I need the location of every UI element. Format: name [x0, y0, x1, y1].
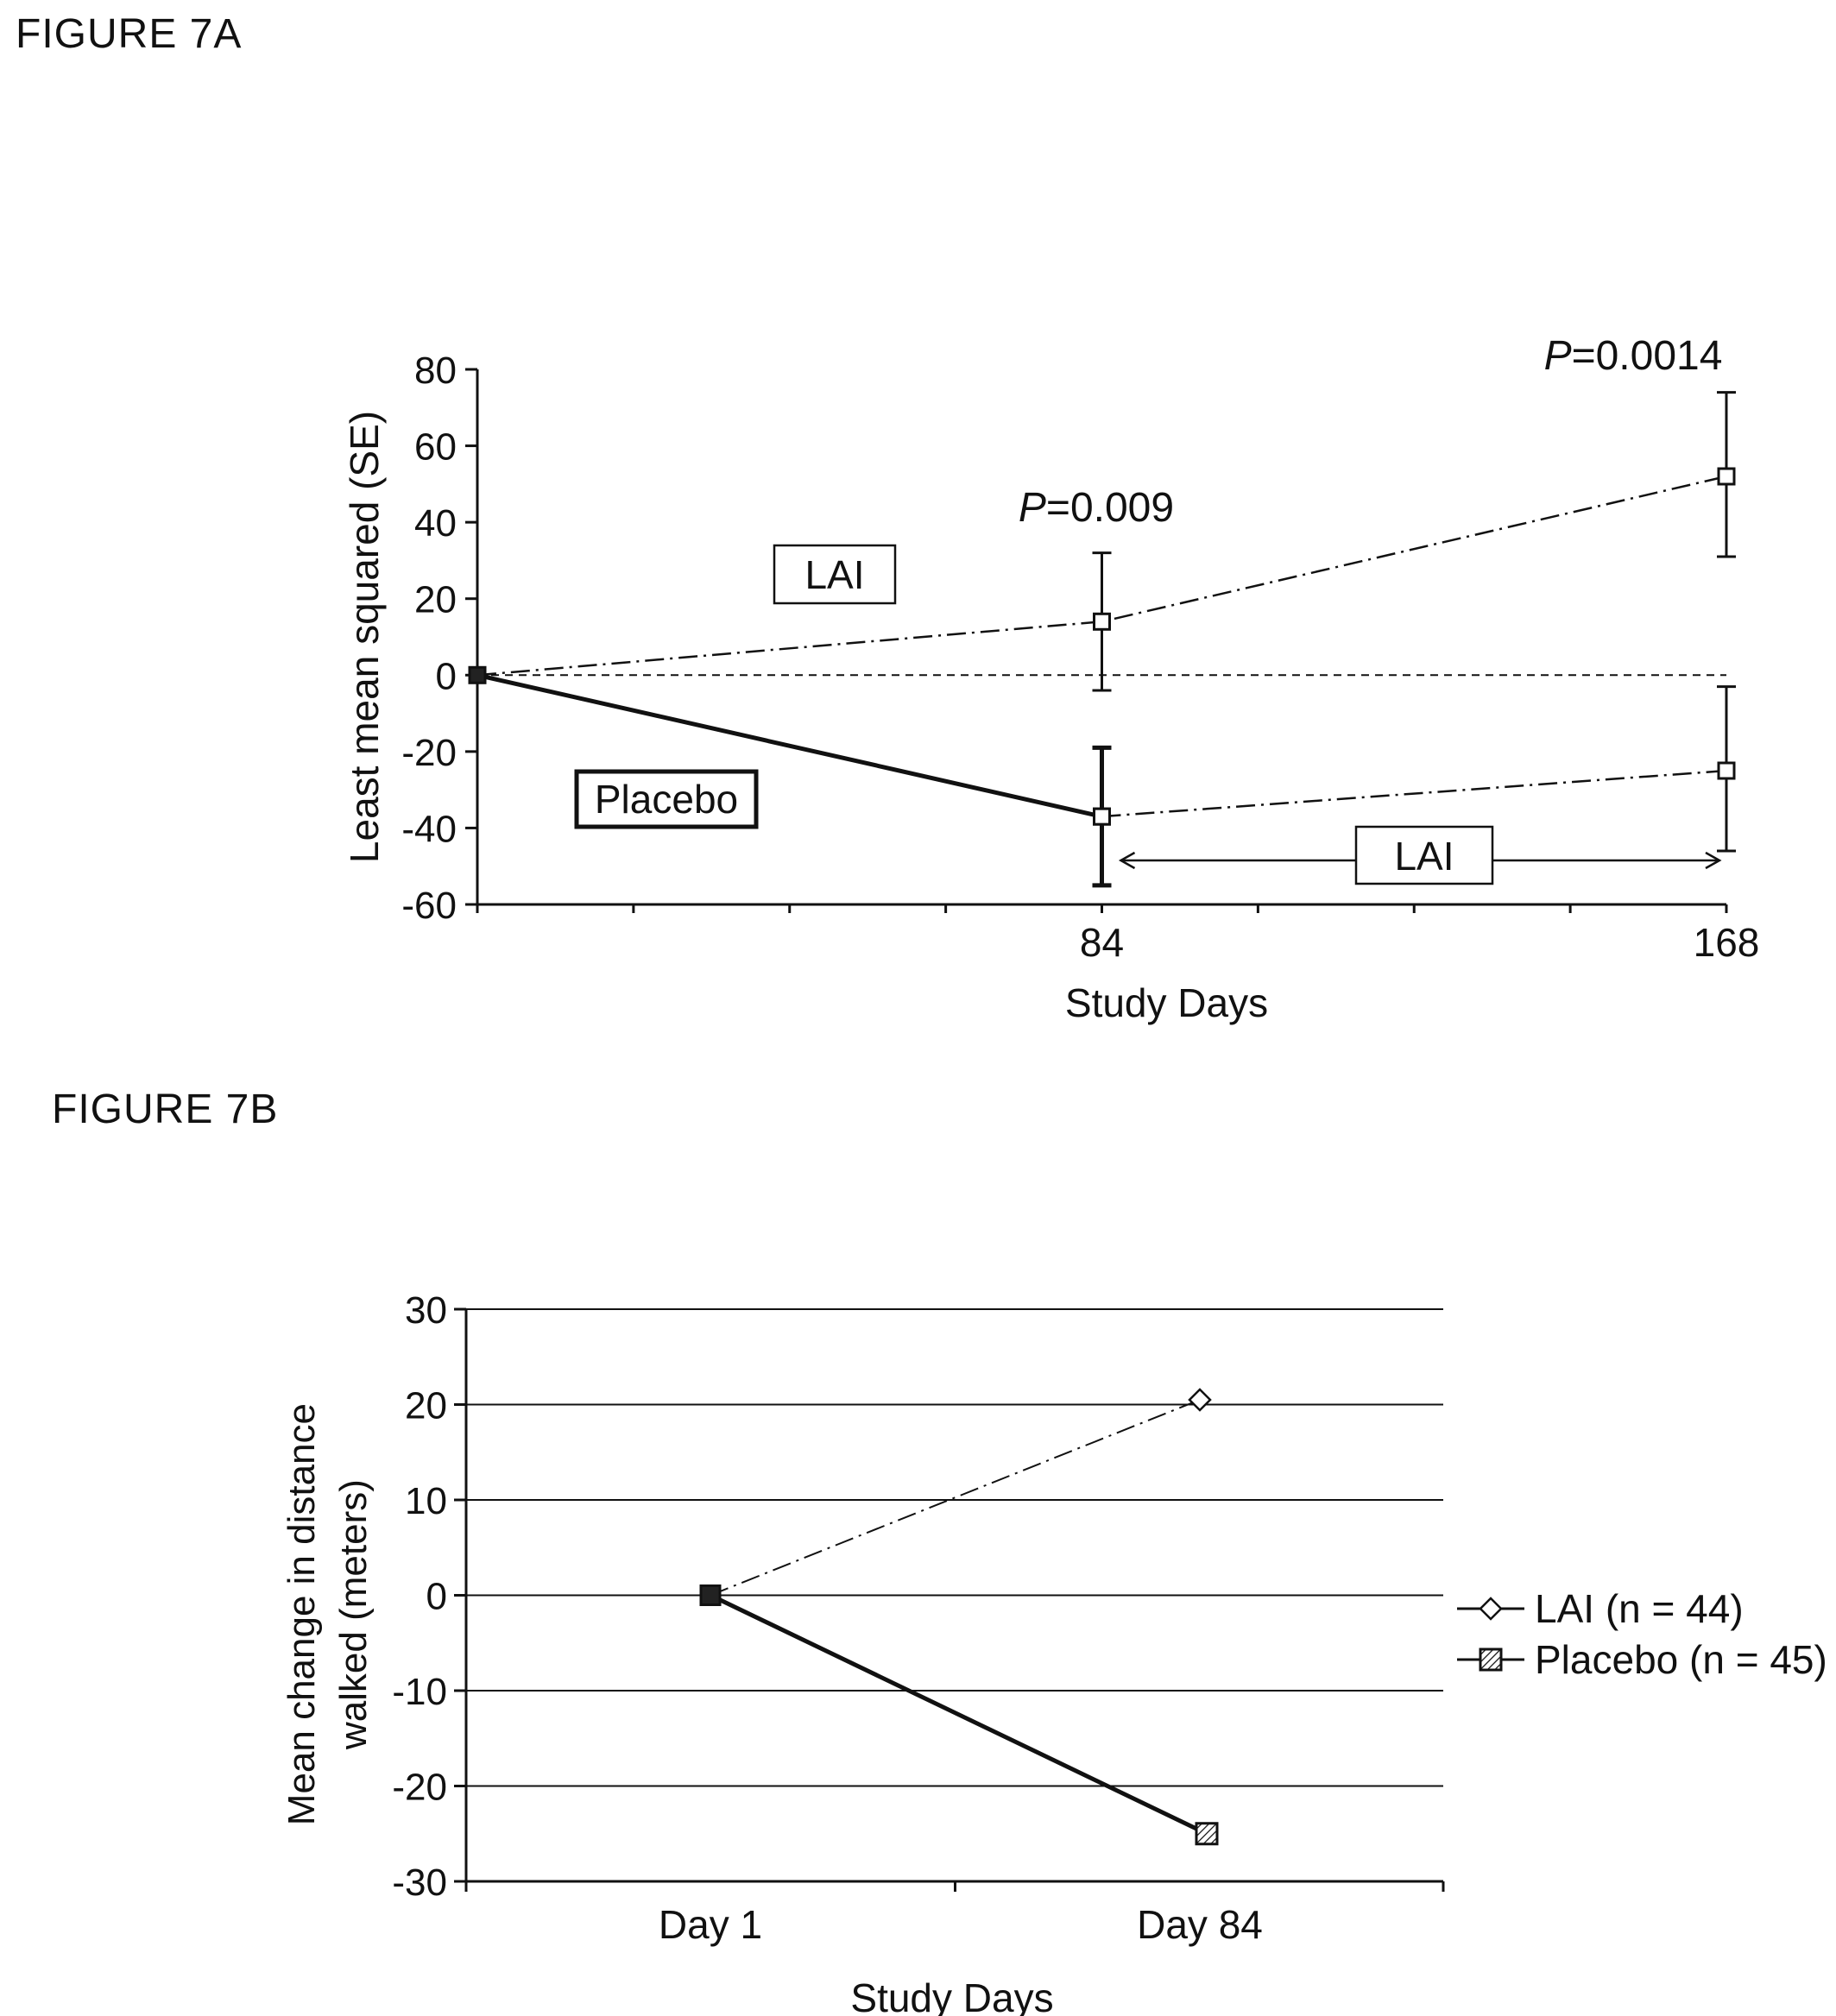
y-tick-label-7: -60: [401, 885, 457, 927]
legend-marker-1: [1479, 1647, 1503, 1672]
y-tick-label-1: 60: [414, 426, 457, 469]
series-2-point-0: [1093, 807, 1111, 826]
y-tick-label-2: 40: [414, 502, 457, 545]
y-tick-label-6: -30: [392, 1862, 447, 1904]
y-tick-label-3: 20: [414, 579, 457, 621]
series-0-point-2: [1717, 467, 1736, 486]
series-0-line: [710, 1399, 1201, 1597]
y-tick-label-4: -10: [392, 1671, 447, 1713]
p-value-annotation-0: P=0.009: [1019, 485, 1174, 531]
y-tick-label-6: -40: [401, 808, 457, 850]
series-0-point-1: [1188, 1388, 1212, 1412]
series-0-point-1: [1093, 612, 1111, 631]
figure-7a-label: FIGURE 7A: [16, 11, 243, 57]
y-axis-title-line-1: Mean change in distance: [281, 1403, 323, 1825]
figure-7a-chart: 80 60 40 20 0 -20 -40 -60 84 168 Study Days Least m…: [342, 333, 1760, 1025]
placebo-label-box: [574, 769, 759, 829]
x-category-label-1: Day 84: [1137, 1902, 1263, 1947]
series-2-point-1: [1717, 761, 1736, 780]
x-tick-label-1: 168: [1694, 920, 1760, 965]
series-0-line: [476, 475, 1727, 677]
range-label-box: [1354, 825, 1494, 885]
y-tick-label-0: 30: [405, 1289, 447, 1332]
legend-marker-0: [1479, 1597, 1503, 1621]
y-axis-title-line-2: walked (meters): [332, 1479, 375, 1750]
legend-label-1: Placebo (n = 45): [1535, 1637, 1827, 1682]
y-tick-label-4: 0: [436, 655, 457, 697]
placebo-label-text: Placebo: [595, 777, 738, 822]
y-tick-label-1: 20: [405, 1385, 447, 1427]
range-label-text: LAI: [1394, 834, 1454, 879]
series-1-line: [476, 672, 1103, 819]
origin-point: [699, 1584, 722, 1606]
p-value-annotation-1: P=0.0014: [1544, 333, 1723, 379]
y-axis-title: Least mean squared (SE): [342, 411, 387, 863]
series-1-point-1: [1195, 1822, 1219, 1846]
figure-7b-label: FIGURE 7B: [52, 1087, 279, 1132]
range-arrow-right-head: [1705, 851, 1722, 870]
lai-label-box: [773, 544, 897, 605]
series-1-line: [709, 1593, 1208, 1836]
x-axis-title: Study Days: [1065, 980, 1268, 1025]
y-tick-label-5: -20: [401, 732, 457, 774]
origin-point: [468, 665, 487, 684]
x-axis-title: Study Days: [850, 1975, 1053, 2016]
x-category-label-0: Day 1: [659, 1902, 762, 1947]
y-tick-label-3: 0: [426, 1576, 447, 1618]
y-tick-label-0: 80: [414, 350, 457, 392]
series-2-line: [1101, 769, 1727, 818]
legend-label-0: LAI (n = 44): [1535, 1586, 1744, 1631]
y-tick-label-5: -20: [392, 1767, 447, 1809]
lai-label-text: LAI: [804, 552, 864, 597]
range-arrow-left-head: [1118, 851, 1136, 870]
x-tick-label-0: 84: [1080, 920, 1124, 965]
y-tick-label-2: 10: [405, 1480, 447, 1522]
